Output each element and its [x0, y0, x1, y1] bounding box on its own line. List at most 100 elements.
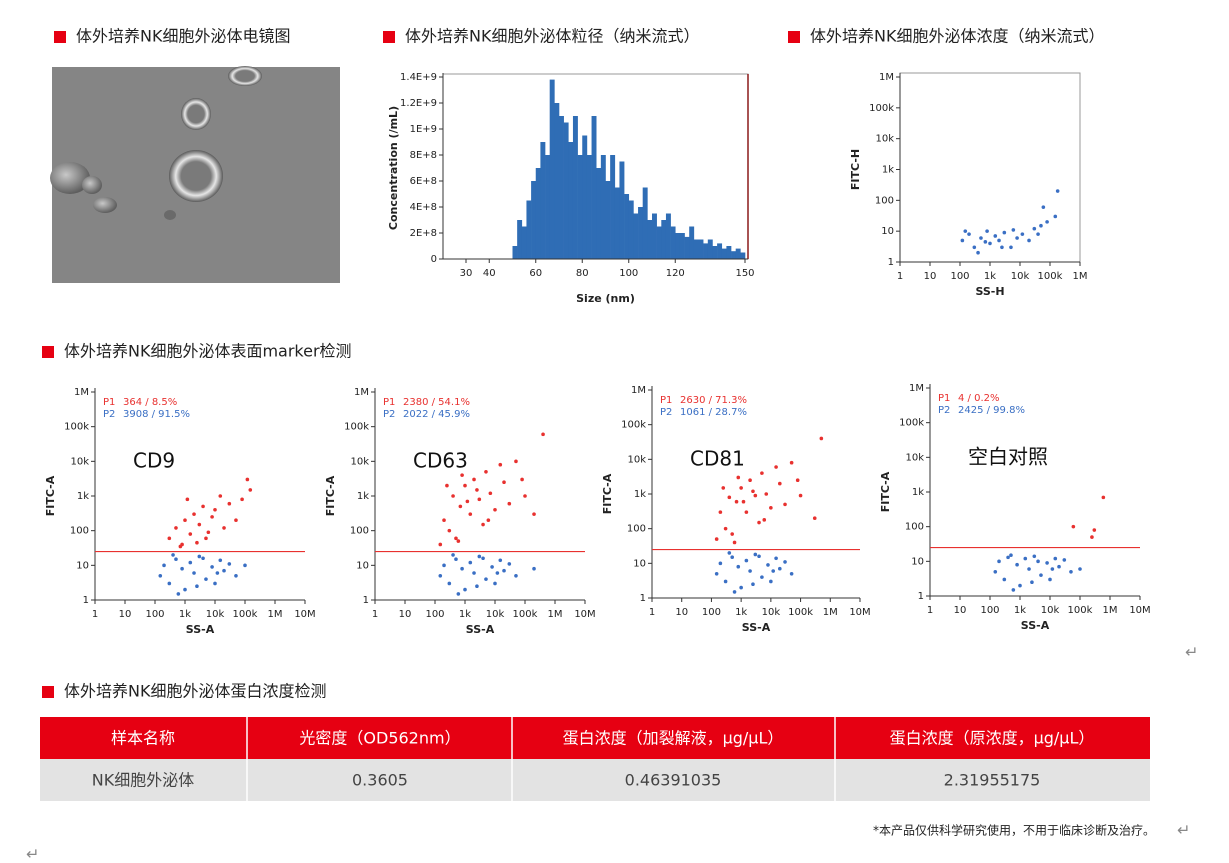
scatter-point	[774, 465, 778, 469]
scatter-point	[158, 573, 163, 578]
x-tick-label: 1k	[735, 607, 747, 618]
legend-name: P2	[103, 409, 115, 420]
scatter-point	[438, 573, 443, 578]
histogram-bar	[656, 226, 662, 259]
scatter-point	[162, 563, 166, 568]
footer-note: *本产品仅供科学研究使用，不用于临床诊断及治疗。	[873, 823, 1155, 838]
scatter-point	[1071, 524, 1076, 529]
histogram-bar	[531, 181, 537, 259]
scatter-point	[477, 497, 482, 502]
scatter-point	[783, 560, 787, 564]
scatter-point	[751, 582, 755, 587]
scatter-point	[734, 499, 739, 504]
scatter-point	[1039, 573, 1043, 577]
scatter-point	[197, 522, 202, 527]
histogram-bar	[610, 155, 616, 259]
scatter-point	[1020, 232, 1025, 236]
scatter-point	[1053, 556, 1058, 561]
scatter-point	[769, 579, 773, 584]
histogram-bar	[535, 168, 541, 259]
histogram-bar	[740, 252, 746, 259]
scatter-point	[472, 571, 476, 575]
histogram-bar	[735, 248, 741, 259]
scatter-point	[760, 471, 764, 475]
scatter-point	[204, 536, 208, 541]
scatter-point	[460, 473, 464, 477]
plot-annotation: CD9	[133, 449, 175, 473]
x-tick-label: 1k	[1014, 605, 1026, 616]
y-tick-label: 1.4E+9	[400, 72, 437, 83]
scatter-point	[1045, 220, 1049, 224]
scatter-point	[507, 562, 512, 566]
table-header: 蛋白浓度（原浓度，μg/μL）	[890, 729, 1095, 748]
y-tick-label: 4E+8	[410, 202, 437, 213]
scatter-point	[180, 566, 184, 571]
histogram-bar	[540, 142, 546, 259]
scatter-point	[514, 459, 518, 464]
scatter-point	[463, 483, 467, 488]
scatter-point	[227, 562, 232, 566]
x-tick-label: 10k	[1011, 271, 1030, 282]
scatter-point	[468, 560, 473, 565]
scatter-point	[960, 238, 965, 243]
scatter-point	[201, 556, 205, 561]
y-tick-label: 100	[350, 526, 369, 537]
scatter-point	[732, 540, 737, 545]
x-tick-label: 150	[735, 268, 754, 279]
scatter-point	[493, 581, 497, 586]
legend-name: P2	[383, 409, 395, 420]
x-tick-label: 1M	[823, 607, 838, 618]
y-tick-label: 6E+8	[410, 176, 437, 187]
scatter-point	[744, 558, 749, 563]
scatter-point	[766, 563, 770, 567]
scatter-point	[972, 245, 977, 250]
return-mark: ↵	[26, 845, 39, 863]
section-title: 体外培养NK细胞外泌体粒径（纳米流式）	[405, 27, 699, 46]
scatter-point	[1009, 553, 1013, 558]
scatter-point	[176, 592, 181, 596]
x-tick-label: 100	[425, 609, 444, 620]
scatter-point	[520, 477, 524, 482]
y-tick-label: 100k	[64, 422, 89, 433]
x-tick-label: 10	[399, 609, 412, 620]
scatter-point	[1053, 214, 1058, 219]
histogram-bar	[726, 246, 732, 259]
scatter-point	[1041, 205, 1046, 209]
y-tick-label: 1M	[631, 385, 646, 396]
scatter-point	[1011, 228, 1016, 232]
histogram-bar	[554, 103, 560, 259]
scatter-point	[240, 497, 244, 502]
scatter-point	[739, 486, 743, 490]
scatter-point	[532, 512, 536, 516]
y-tick-label: 10k	[905, 452, 924, 463]
scatter-point	[447, 528, 452, 533]
scatter-point	[486, 518, 491, 523]
x-tick-label: 100	[619, 268, 638, 279]
scatter-point	[997, 238, 1001, 243]
x-tick-label: 1M	[548, 609, 563, 620]
section-marker	[42, 686, 54, 698]
histogram-bar	[679, 233, 685, 259]
y-tick-label: 100	[70, 526, 89, 537]
scatter-point	[185, 497, 190, 502]
histogram-bar	[568, 142, 574, 259]
scatter-point	[1048, 577, 1052, 582]
y-tick-label: 100k	[621, 420, 646, 431]
scatter-point	[1045, 561, 1049, 565]
scatter-point	[234, 573, 238, 578]
y-tick-label: 10k	[627, 454, 646, 465]
x-tick-label: 10M	[849, 607, 870, 618]
scatter-point	[721, 486, 726, 490]
plot-annotation: CD81	[690, 447, 745, 471]
histogram-bar	[642, 187, 648, 259]
scatter-point	[454, 536, 458, 541]
section-marker	[788, 31, 800, 43]
legend-summary: 4 / 0.2%	[958, 393, 1000, 404]
x-axis-title: SS-A	[186, 623, 215, 636]
scatter-point	[1050, 567, 1055, 571]
scatter-point	[748, 569, 752, 573]
scatter-point	[1027, 238, 1031, 243]
scatter-point	[1101, 495, 1106, 500]
scatter-point	[456, 539, 461, 543]
scatter-point	[213, 581, 217, 586]
